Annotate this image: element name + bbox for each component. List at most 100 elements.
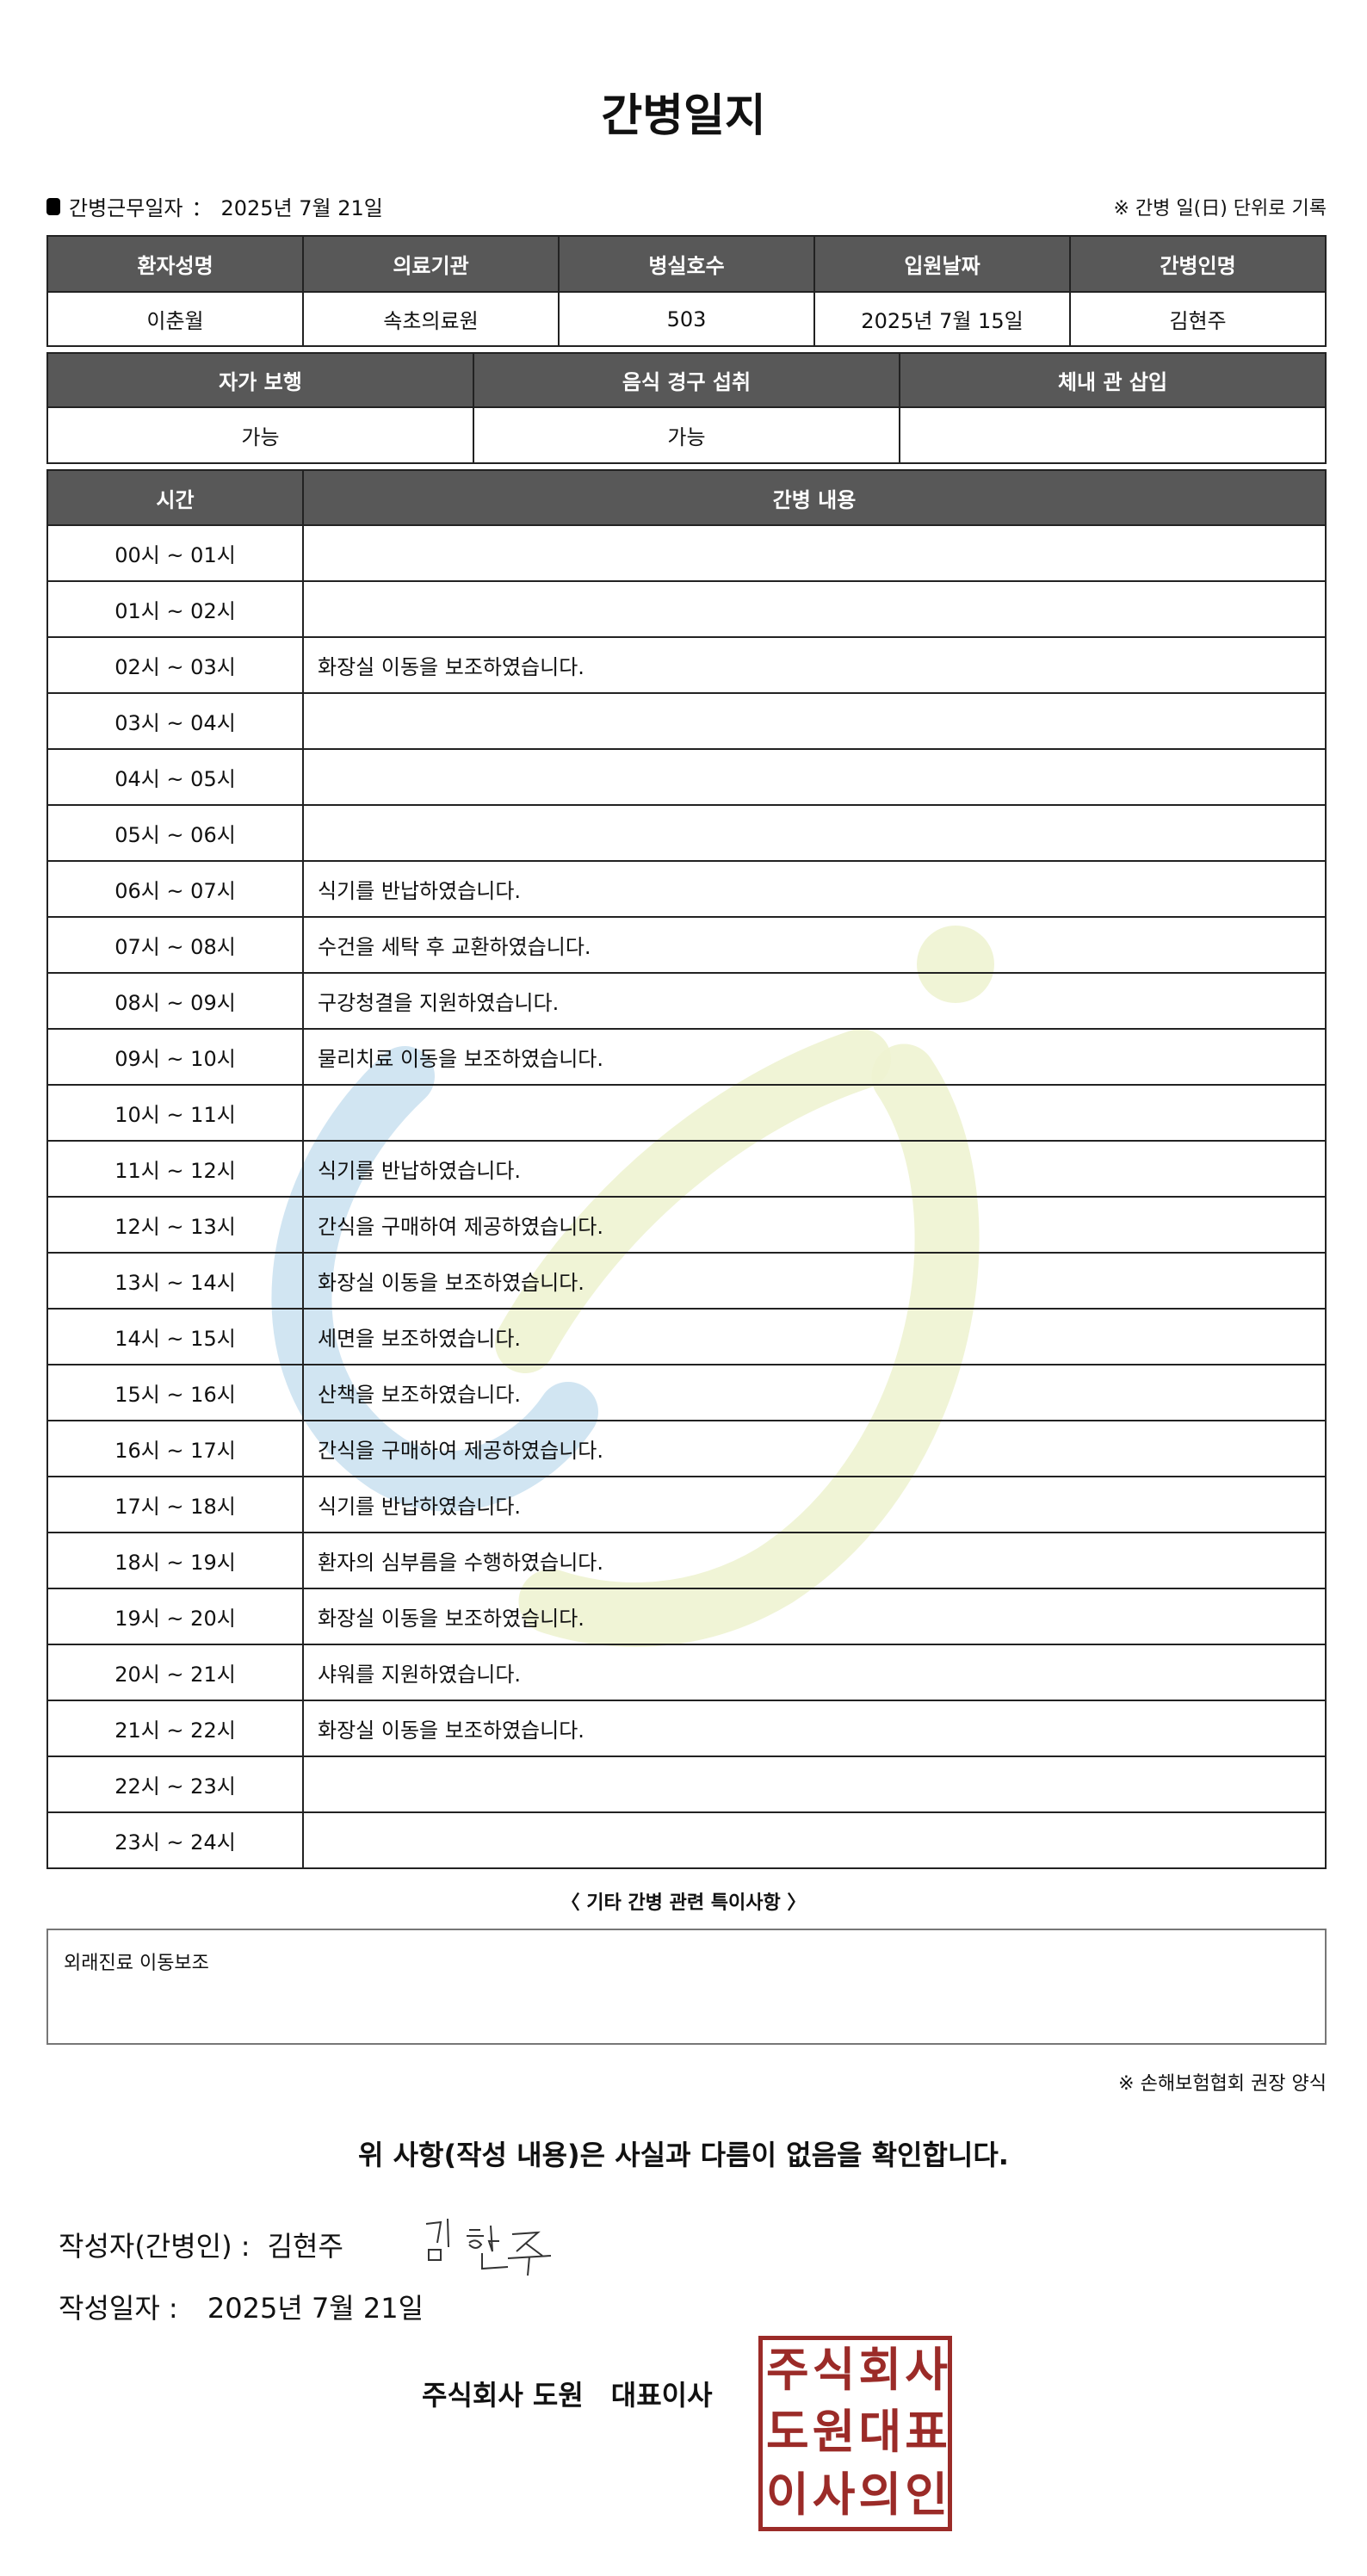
table-row: 21시 ~ 22시 화장실 이동을 보조하였습니다.	[46, 1700, 1327, 1757]
caregiver-name: 김현주	[1069, 291, 1327, 347]
table-row: 04시 ~ 05시	[46, 748, 1327, 806]
patient-name: 이춘월	[46, 291, 304, 347]
author-label: 작성자(간병인) :	[59, 2230, 251, 2263]
time-slot: 01시 ~ 02시	[46, 580, 304, 638]
table-row: 00시 ~ 01시	[46, 524, 1327, 582]
care-content: 수건을 세탁 후 교환하였습니다.	[302, 916, 1327, 974]
table-row: 03시 ~ 04시	[46, 692, 1327, 750]
table-row: 11시 ~ 12시 식기를 반납하였습니다.	[46, 1140, 1327, 1198]
care-content: 물리치료 이동을 보조하였습니다.	[302, 1028, 1327, 1086]
time-slot: 08시 ~ 09시	[46, 972, 304, 1030]
seal-character: 표	[905, 2405, 948, 2460]
care-content: 환자의 심부름을 수행하였습니다.	[302, 1532, 1327, 1589]
seal-character: 사	[905, 2343, 948, 2397]
care-content: 화장실 이동을 보조하였습니다.	[302, 1252, 1327, 1310]
care-content	[302, 524, 1327, 582]
care-content	[302, 692, 1327, 750]
care-content: 화장실 이동을 보조하였습니다.	[302, 1588, 1327, 1645]
admission-date: 2025년 7월 15일	[813, 291, 1071, 347]
time-slot: 14시 ~ 15시	[46, 1308, 304, 1365]
time-slot: 05시 ~ 06시	[46, 804, 304, 862]
time-slot: 10시 ~ 11시	[46, 1084, 304, 1142]
header-tube: 체내 관 삽입	[899, 352, 1327, 408]
bullet-icon	[46, 197, 60, 215]
care-content: 간식을 구매하여 제공하였습니다.	[302, 1420, 1327, 1477]
time-slot: 20시 ~ 21시	[46, 1644, 304, 1701]
seal-character: 사	[812, 2467, 856, 2522]
time-slot: 12시 ~ 13시	[46, 1196, 304, 1254]
care-content	[302, 804, 1327, 862]
care-content: 세면을 보조하였습니다.	[302, 1308, 1327, 1365]
time-slot: 07시 ~ 08시	[46, 916, 304, 974]
special-notes-title: 〈 기타 간병 관련 특이사항 〉	[560, 1892, 807, 1914]
header-room: 병실호수	[558, 235, 815, 293]
header-oral-intake: 음식 경구 섭취	[473, 352, 900, 408]
patient-info-table: 환자성명 의료기관 병실호수 입원날짜 간병인명 이춘월 속초의료원 503 2…	[46, 235, 1327, 347]
work-date-label: 간병근무일자	[69, 196, 183, 220]
seal-character: 회	[858, 2343, 902, 2397]
table-row: 14시 ~ 15시 세면을 보조하였습니다.	[46, 1308, 1327, 1365]
time-slot: 17시 ~ 18시	[46, 1476, 304, 1533]
time-slot: 18시 ~ 19시	[46, 1532, 304, 1589]
time-slot: 02시 ~ 03시	[46, 636, 304, 694]
room-number: 503	[558, 291, 815, 347]
company-representative: 주식회사 도원 대표이사	[422, 2379, 713, 2412]
table-row: 17시 ~ 18시 식기를 반납하였습니다.	[46, 1476, 1327, 1533]
care-content	[302, 1084, 1327, 1142]
time-slot: 22시 ~ 23시	[46, 1756, 304, 1813]
table-row: 16시 ~ 17시 간식을 구매하여 제공하였습니다.	[46, 1420, 1327, 1477]
seal-character: 주	[766, 2343, 809, 2397]
table-row: 15시 ~ 16시 산책을 보조하였습니다.	[46, 1364, 1327, 1421]
time-slot: 03시 ~ 04시	[46, 692, 304, 750]
seal-character: 식	[812, 2343, 856, 2397]
time-slot: 09시 ~ 10시	[46, 1028, 304, 1086]
seal-character: 도	[766, 2405, 809, 2460]
institution: 속초의료원	[302, 291, 560, 347]
time-slot: 19시 ~ 20시	[46, 1588, 304, 1645]
care-content	[302, 748, 1327, 806]
header-time: 시간	[46, 469, 304, 526]
table-row: 10시 ~ 11시	[46, 1084, 1327, 1142]
care-content: 식기를 반납하였습니다.	[302, 860, 1327, 918]
care-log-table: 시간 간병 내용 00시 ~ 01시 01시 ~ 02시 02시 ~ 03시 화장실 …	[46, 469, 1327, 1869]
table-row: 19시 ~ 20시 화장실 이동을 보조하였습니다.	[46, 1588, 1327, 1645]
confirmation-statement: 위 사항(작성 내용)은 사실과 다름이 없음을 확인합니다.	[358, 2139, 1009, 2171]
care-content	[302, 1811, 1327, 1869]
time-slot: 11시 ~ 12시	[46, 1140, 304, 1198]
seal-character: 대	[858, 2405, 902, 2460]
table-row: 08시 ~ 09시 구강청결을 지원하였습니다.	[46, 972, 1327, 1030]
written-date-value: 2025년 7월 21일	[207, 2292, 424, 2325]
daily-record-note: ※ 간병 일(日) 단위로 기록	[1113, 198, 1327, 220]
care-content	[302, 1756, 1327, 1813]
time-slot: 04시 ~ 05시	[46, 748, 304, 806]
written-date-line: 작성일자 : 2025년 7월 21일	[59, 2287, 424, 2326]
table-row: 12시 ~ 13시 간식을 구매하여 제공하였습니다.	[46, 1196, 1327, 1254]
page-title: 간병일지	[601, 90, 766, 142]
table-row: 13시 ~ 14시 화장실 이동을 보조하였습니다.	[46, 1252, 1327, 1310]
oral-intake-value: 가능	[473, 406, 900, 464]
table-row: 20시 ~ 21시 샤워를 지원하였습니다.	[46, 1644, 1327, 1701]
work-date-value: 2025년 7월 21일	[220, 196, 383, 220]
table-row: 23시 ~ 24시	[46, 1811, 1327, 1869]
seal-character: 의	[858, 2467, 902, 2522]
handwritten-signature	[425, 2218, 552, 2276]
tube-value	[899, 406, 1327, 464]
header-institution: 의료기관	[302, 235, 560, 293]
table-row: 05시 ~ 06시	[46, 804, 1327, 862]
form-source-note: ※ 손해보험협회 권장 양식	[1118, 2073, 1327, 2095]
time-slot: 21시 ~ 22시	[46, 1700, 304, 1757]
time-slot: 13시 ~ 14시	[46, 1252, 304, 1310]
care-content: 구강청결을 지원하였습니다.	[302, 972, 1327, 1030]
time-slot: 15시 ~ 16시	[46, 1364, 304, 1421]
walking-value: 가능	[46, 406, 474, 464]
care-content	[302, 580, 1327, 638]
time-slot: 00시 ~ 01시	[46, 524, 304, 582]
care-content: 샤워를 지원하였습니다.	[302, 1644, 1327, 1701]
care-content: 간식을 구매하여 제공하였습니다.	[302, 1196, 1327, 1254]
table-row: 06시 ~ 07시 식기를 반납하였습니다.	[46, 860, 1327, 918]
care-content: 화장실 이동을 보조하였습니다.	[302, 1700, 1327, 1757]
table-row: 22시 ~ 23시	[46, 1756, 1327, 1813]
header-caregiver: 간병인명	[1069, 235, 1327, 293]
written-date-label: 작성일자 :	[59, 2292, 178, 2325]
